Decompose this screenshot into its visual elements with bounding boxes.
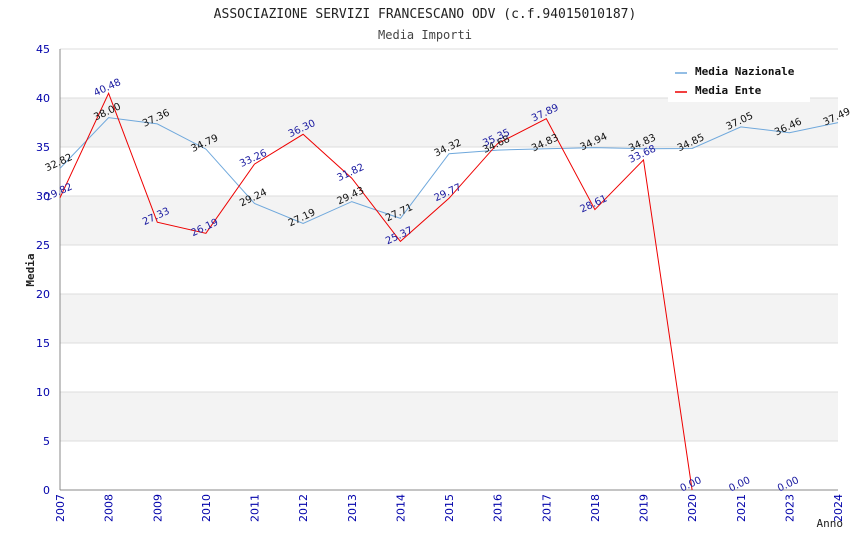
y-axis-title: Media [24, 253, 37, 286]
band-35-40 [60, 98, 838, 147]
y-tick-label-5: 5 [43, 435, 50, 448]
y-tick-label-15: 15 [36, 337, 50, 350]
axes [59, 49, 838, 491]
x-tick-label-2023: 2023 [783, 494, 796, 522]
band-20-25 [60, 245, 838, 294]
legend-label-nazionale: Media Nazionale [695, 65, 795, 78]
band-25-30 [60, 196, 838, 245]
legend: Media Nazionale Media Ente [668, 60, 810, 102]
series-lines [59, 92, 839, 491]
series-line-ente [59, 92, 693, 491]
x-tick-label-2008: 2008 [103, 494, 116, 522]
legend-label-ente: Media Ente [695, 84, 762, 97]
plot-bands [60, 49, 838, 490]
y-tick-label-25: 25 [36, 239, 50, 252]
y-tick-label-20: 20 [36, 288, 50, 301]
grid-lines [60, 48, 838, 491]
x-tick-label-2019: 2019 [638, 494, 651, 522]
x-tick-label-2017: 2017 [540, 494, 553, 522]
x-tick-labels: 2007 2008 2009 2010 2011 2012 2013 2014 2015 2016… [54, 494, 845, 522]
x-tick-label-2018: 2018 [589, 494, 602, 522]
x-tick-label-2013: 2013 [346, 494, 359, 522]
y-tick-labels: 0 5 10 15 20 25 30 35 40 45 [36, 43, 50, 497]
band-0-5 [60, 441, 838, 490]
x-tick-label-2014: 2014 [394, 494, 407, 522]
band-10-15 [60, 343, 838, 392]
x-axis-title: Anno [817, 517, 844, 530]
x-tick-label-2020: 2020 [686, 494, 699, 522]
x-tick-label-2011: 2011 [249, 494, 262, 522]
x-tick-label-2021: 2021 [735, 494, 748, 522]
band-15-20 [60, 294, 838, 343]
x-tick-label-2012: 2012 [297, 494, 310, 522]
band-30-35 [60, 147, 838, 196]
chart-subtitle: Media Importi [378, 28, 472, 42]
x-tick-label-2016: 2016 [492, 494, 505, 522]
y-tick-label-0: 0 [43, 484, 50, 497]
series-line-nazionale [59, 117, 839, 225]
x-tick-label-2007: 2007 [54, 494, 67, 522]
x-tick-label-2015: 2015 [443, 494, 456, 522]
y-tick-label-35: 35 [36, 141, 50, 154]
y-tick-label-40: 40 [36, 92, 50, 105]
x-tick-label-2009: 2009 [151, 494, 164, 522]
legend-background [668, 60, 810, 102]
chart-title: ASSOCIAZIONE SERVIZI FRANCESCANO ODV (c.… [214, 7, 637, 22]
x-tick-label-2010: 2010 [200, 494, 213, 522]
x-tick-label-2024: 2024 [832, 494, 845, 522]
y-tick-label-10: 10 [36, 386, 50, 399]
band-5-10 [60, 392, 838, 441]
y-tick-label-45: 45 [36, 43, 50, 56]
y-tick-label-30: 30 [36, 190, 50, 203]
